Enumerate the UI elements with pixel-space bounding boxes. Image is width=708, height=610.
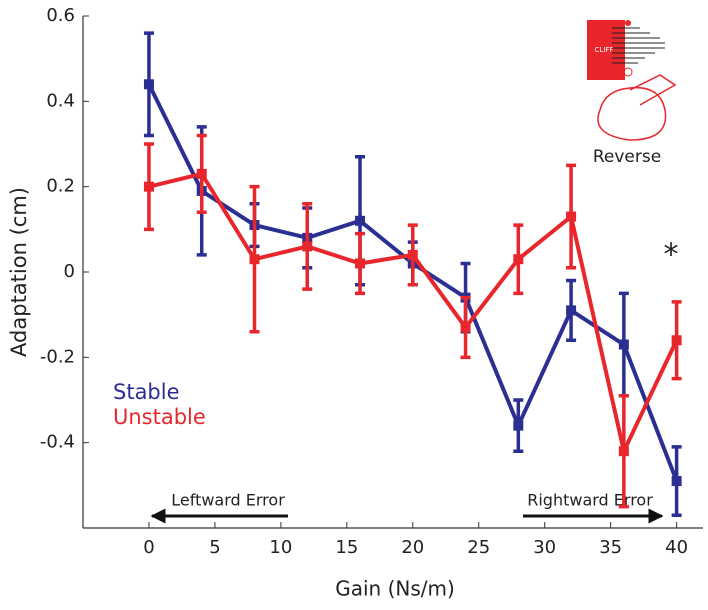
marker [566,305,577,316]
y-axis-label: Adaptation (cm) [7,187,31,357]
y-tick-label: 0 [64,261,75,282]
x-tick-label: 20 [401,537,424,558]
x-tick-label: 35 [599,537,622,558]
x-tick-label: 15 [335,537,358,558]
x-tick-label: 5 [209,537,220,558]
legend-entry: Stable [113,380,180,404]
inset-label: Reverse [593,147,661,167]
marker [460,322,471,333]
inset-icon: CLIFF [587,20,677,141]
marker [196,168,207,179]
x-tick-label: 0 [143,537,154,558]
annotation: Rightward Error [527,491,653,510]
marker [618,446,629,457]
annotation: * [664,238,679,273]
marker [143,79,154,90]
marker [249,254,260,265]
marker [566,211,577,222]
marker [513,420,524,431]
series-line [148,171,679,454]
legend-entry: Unstable [113,405,206,429]
marker [618,339,629,350]
x-tick-label: 40 [665,537,688,558]
x-tick-label: 25 [467,537,490,558]
y-tick-label: 0.4 [46,90,75,111]
y-tick-label: 0.6 [46,5,75,26]
x-tick-label: 10 [269,537,292,558]
y-tick-label: -0.2 [40,346,75,367]
marker [513,254,524,265]
marker [302,241,313,252]
y-tick-label: 0.2 [46,176,75,197]
annotation: Leftward Error [171,491,285,510]
marker [355,258,366,269]
x-tick-label: 30 [533,537,556,558]
marker [407,249,418,260]
inset-text: CLIFF [595,46,614,54]
marker [671,476,682,487]
marker [143,181,154,192]
x-axis-label: Gain (Ns/m) [335,577,455,601]
marker [671,335,682,346]
marker [355,215,366,226]
y-tick-label: -0.4 [40,432,75,453]
